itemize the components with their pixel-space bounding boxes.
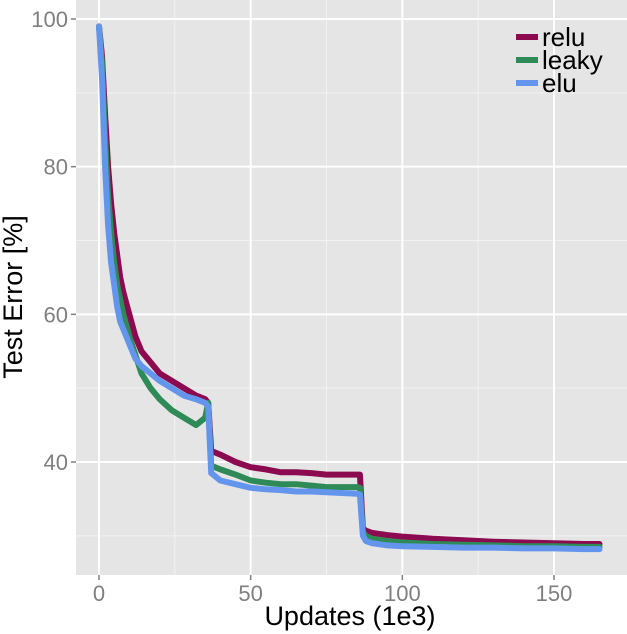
x-axis-title: Updates (1e3) [264,601,435,631]
x-axis-ticks: 0 50 100 150 [93,575,572,606]
legend-label-leaky: leaky [542,45,603,75]
x-tick-label: 50 [238,581,262,606]
series-line-leaky [96,23,603,550]
minor-gridlines [76,0,627,575]
y-tick-label: 80 [44,155,68,180]
y-tick-label: 40 [44,450,68,475]
plot-panel [76,0,627,575]
x-tick-label: 150 [536,581,573,606]
legend-label-relu: relu [542,22,585,52]
x-tick-label: 100 [384,581,421,606]
x-tick-label: 0 [93,581,105,606]
series-lines [96,23,603,553]
series-line-elu [96,23,603,553]
y-tick-label: 100 [31,7,68,32]
y-tick-label: 60 [44,302,68,327]
legend-label-elu: elu [542,68,577,98]
series-line-relu [96,23,603,547]
major-gridlines [76,0,627,575]
y-axis-title: Test Error [%] [0,215,28,379]
y-axis-ticks: 40 60 80 100 [31,7,76,475]
